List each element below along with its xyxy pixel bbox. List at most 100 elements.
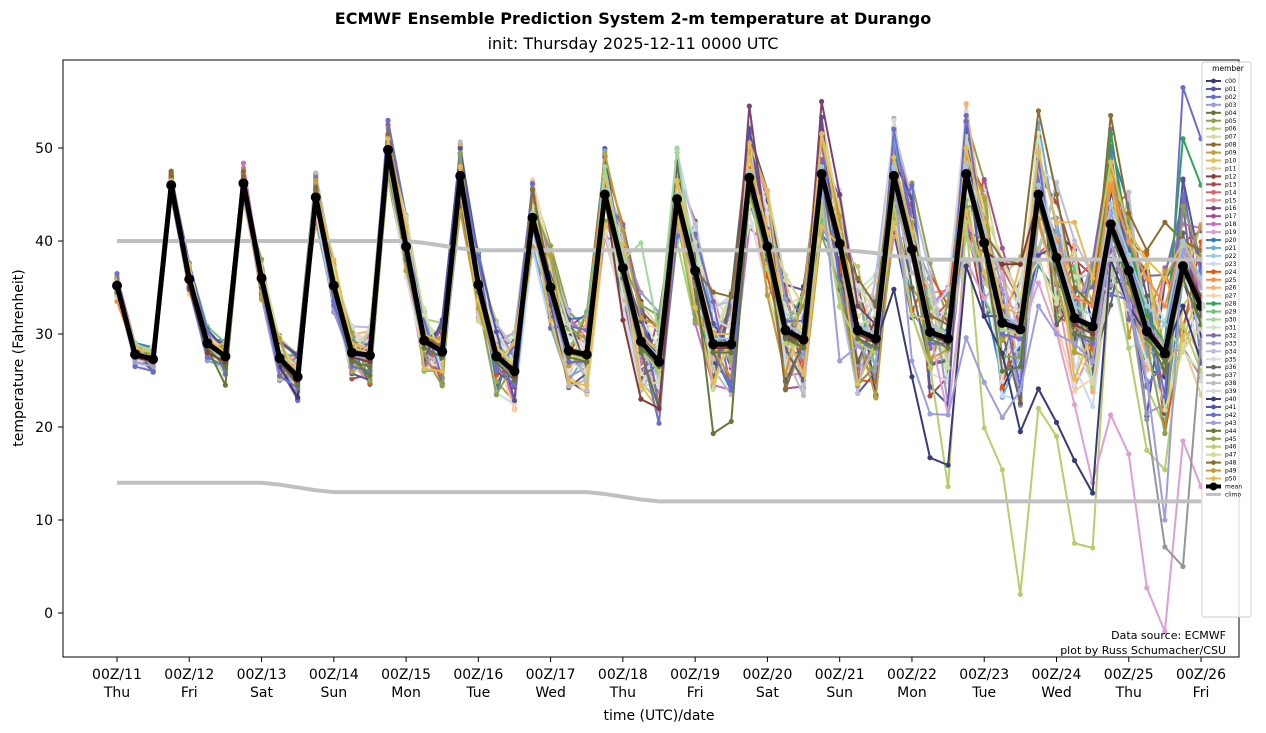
member-p50-point xyxy=(1071,376,1078,382)
member-p25-point xyxy=(1144,275,1150,281)
member-p13-point xyxy=(927,393,933,399)
member-p16-point xyxy=(855,303,861,309)
member-p31-point xyxy=(1035,130,1042,136)
mean-point xyxy=(184,274,195,285)
member-p47-point xyxy=(1162,407,1168,413)
y-tick-label: 0 xyxy=(44,606,53,622)
legend-entry-p11: p11 xyxy=(1206,165,1237,172)
x-tick-label-time: 00Z/11 xyxy=(92,667,142,683)
member-p02-point xyxy=(114,270,120,277)
member-p44-point xyxy=(710,350,716,356)
member-p46-point xyxy=(909,312,915,318)
member-p47-point xyxy=(710,386,716,392)
member-p46-point xyxy=(1162,467,1168,473)
member-p04-point xyxy=(1162,368,1168,374)
legend-entry-p04: p04 xyxy=(1206,110,1237,117)
legend-label: p26 xyxy=(1225,285,1237,292)
legend-marker xyxy=(1211,285,1216,291)
legend-marker xyxy=(1211,205,1216,211)
legend-label: p30 xyxy=(1225,317,1237,324)
legend-marker xyxy=(1211,277,1216,283)
legend-label: p19 xyxy=(1225,229,1237,236)
member-p46-point xyxy=(1053,433,1060,439)
member-p50-point xyxy=(566,378,572,384)
legend-entry-p05: p05 xyxy=(1206,118,1237,125)
mean-point xyxy=(545,282,556,293)
member-p43-point xyxy=(855,343,861,349)
member-p48-point xyxy=(1144,247,1150,253)
member-p38-point xyxy=(981,280,987,286)
member-p34-point xyxy=(692,221,698,227)
member-p02-point xyxy=(1017,336,1023,342)
legend-marker xyxy=(1211,213,1216,219)
member-p02-point xyxy=(891,126,897,132)
mean-point xyxy=(599,189,610,200)
member-p46-point xyxy=(999,467,1005,473)
member-p16-point xyxy=(837,191,843,198)
y-tick-label: 20 xyxy=(35,420,53,436)
member-p04-point xyxy=(222,382,229,388)
legend-marker xyxy=(1211,420,1216,426)
member-p45-point xyxy=(837,283,843,289)
y-tick-label: 50 xyxy=(35,141,53,157)
legend-entry-p50: p50 xyxy=(1206,476,1237,483)
member-p02-point xyxy=(132,363,138,370)
mean-line xyxy=(112,144,1207,382)
member-p48-point xyxy=(710,289,716,295)
legend-title: member xyxy=(1212,64,1245,73)
legend-entry-p44: p44 xyxy=(1206,428,1237,435)
member-p08-point xyxy=(168,173,174,179)
member-p10-point xyxy=(385,136,391,142)
member-p44-point xyxy=(945,345,951,351)
legend-entry-p46: p46 xyxy=(1206,444,1237,451)
mean-point xyxy=(383,144,394,155)
legend-entry-p35: p35 xyxy=(1206,356,1237,363)
member-p04-point xyxy=(367,373,373,379)
member-p34-point xyxy=(873,272,879,279)
member-p37-point xyxy=(1144,416,1150,423)
member-p38-point xyxy=(710,366,716,372)
climo-max-line xyxy=(117,239,1202,262)
member-p42-point xyxy=(710,298,716,305)
legend-label: p12 xyxy=(1225,173,1237,180)
member-p50-point xyxy=(800,371,807,378)
member-p43-point xyxy=(981,379,987,385)
member-p40-point xyxy=(981,313,987,319)
member-p50-point xyxy=(855,381,861,387)
member-p44-point xyxy=(999,368,1005,374)
x-tick-label-time: 00Z/21 xyxy=(815,667,865,683)
mean-point xyxy=(563,345,574,356)
member-p08-point xyxy=(313,187,319,193)
member-p46-point xyxy=(1017,591,1023,598)
legend-label: p10 xyxy=(1225,158,1237,165)
legend-marker xyxy=(1211,364,1216,370)
legend-entry-p07: p07 xyxy=(1206,134,1237,141)
legend-marker xyxy=(1209,482,1218,491)
legend-label: mean xyxy=(1225,483,1242,490)
member-p43-point xyxy=(1053,331,1060,337)
legend-marker xyxy=(1211,118,1216,124)
legend-marker xyxy=(1211,253,1216,259)
member-p17-point xyxy=(981,176,987,183)
legend-marker xyxy=(1211,269,1216,275)
mean-point xyxy=(256,273,267,284)
legend-entry-p36: p36 xyxy=(1206,364,1237,371)
member-p49-point xyxy=(638,315,644,321)
mean-point xyxy=(690,265,701,276)
member-p49-point xyxy=(837,213,843,220)
member-p29-point xyxy=(584,308,590,315)
chart-title: ECMWF Ensemble Prediction System 2-m tem… xyxy=(334,9,932,28)
member-p28-point xyxy=(1108,131,1114,137)
member-p38-point xyxy=(800,392,807,399)
legend-marker xyxy=(1211,229,1216,235)
member-p49-point xyxy=(620,227,626,233)
member-p46-point xyxy=(656,368,662,374)
mean-point xyxy=(1087,321,1098,332)
member-p45-point xyxy=(638,302,644,308)
member-p26-point xyxy=(1144,366,1150,372)
member-p38-point xyxy=(566,383,572,389)
member-p16-point xyxy=(819,98,825,105)
legend-label: p50 xyxy=(1225,476,1237,483)
x-axis: 00Z/11 Thu 00Z/12 Fri 00Z/13 Sat 00Z/14 Sun 00Z/… xyxy=(92,657,1226,701)
